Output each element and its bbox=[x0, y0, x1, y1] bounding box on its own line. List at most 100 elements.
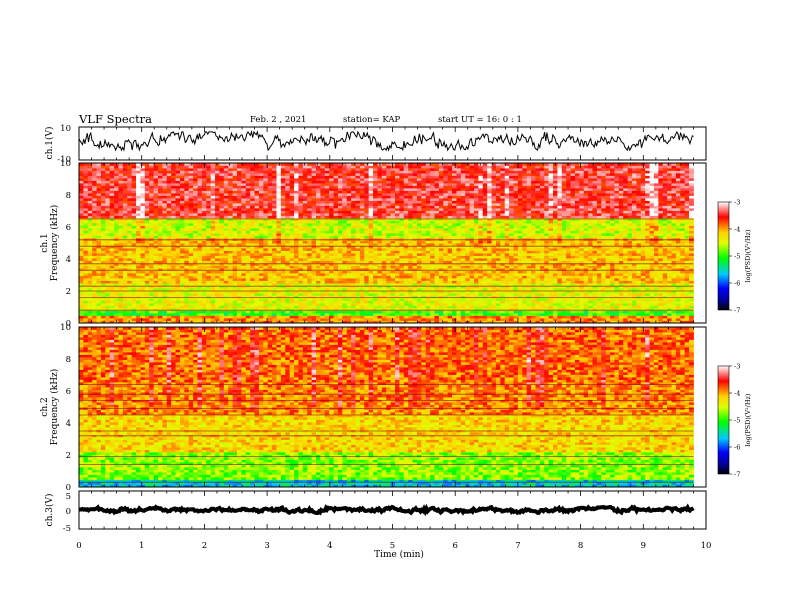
spectrogram-cell bbox=[329, 318, 334, 321]
spectrogram-cell bbox=[408, 233, 413, 236]
spectrogram-cell bbox=[144, 280, 150, 284]
spectrogram-cell bbox=[381, 223, 387, 226]
spectrogram-cell bbox=[289, 180, 295, 184]
spectrogram-cell bbox=[105, 203, 111, 206]
spectrogram-cell bbox=[316, 248, 321, 251]
spectrogram-cell bbox=[302, 308, 308, 311]
spectrogram-cell bbox=[219, 300, 225, 304]
spectrogram-cell bbox=[342, 288, 348, 291]
spectrogram-cell bbox=[316, 283, 321, 286]
spectrogram-cell bbox=[337, 203, 343, 206]
spectrogram-cell bbox=[127, 198, 133, 201]
spectrogram-cell bbox=[166, 255, 172, 259]
spectrogram-cell bbox=[386, 233, 392, 236]
spectrogram-cell bbox=[100, 310, 106, 314]
spectrogram-cell bbox=[298, 168, 304, 171]
spectrogram-cell bbox=[122, 208, 128, 211]
spectrogram-cell bbox=[346, 320, 352, 324]
spectrogram-cell bbox=[320, 178, 326, 181]
spectrogram-cell bbox=[166, 225, 172, 229]
spectrogram-cell bbox=[179, 270, 185, 274]
spectrogram-cell bbox=[346, 208, 352, 211]
spectrogram-cell bbox=[311, 223, 317, 226]
spectrogram-cell bbox=[307, 168, 313, 171]
spectrogram-cell bbox=[298, 225, 304, 229]
spectrogram-cell bbox=[100, 265, 106, 269]
spectrogram-cell bbox=[122, 318, 128, 321]
spectrogram-cell bbox=[390, 305, 396, 309]
spectrogram-cell bbox=[399, 168, 405, 171]
spectrogram-cell bbox=[399, 303, 405, 306]
spectrogram-cell bbox=[263, 178, 269, 181]
spectrogram-cell bbox=[179, 203, 185, 206]
spectrogram-cell bbox=[302, 300, 308, 304]
spectrogram-cell bbox=[184, 203, 190, 206]
spectrogram-cell bbox=[184, 295, 190, 299]
spectrogram-cell bbox=[280, 260, 286, 264]
spectrogram-cell bbox=[285, 303, 291, 306]
spectrogram-cell bbox=[346, 233, 352, 236]
spectrogram-cell bbox=[377, 210, 383, 214]
spectrogram-cell bbox=[285, 168, 291, 171]
spectrogram-cell bbox=[210, 208, 216, 211]
spectrogram-cell bbox=[140, 300, 146, 304]
spectrogram-cell bbox=[267, 288, 273, 291]
spectrogram-cell bbox=[237, 275, 242, 279]
spectrogram-cell bbox=[215, 195, 220, 199]
spectrogram-cell bbox=[153, 265, 159, 269]
spectrogram-cell bbox=[232, 198, 238, 201]
spectrogram-cell bbox=[364, 288, 370, 291]
spectrogram-cell bbox=[197, 180, 203, 184]
spectrogram-cell bbox=[399, 173, 405, 176]
spectrogram-cell bbox=[87, 245, 93, 249]
spectrogram-cell bbox=[197, 308, 203, 311]
spectrogram-cell bbox=[136, 213, 141, 216]
spectrogram-cell bbox=[149, 275, 155, 279]
spectrogram-cell bbox=[399, 200, 405, 204]
spectrogram-cell bbox=[158, 183, 163, 186]
spectrogram-cell bbox=[184, 235, 190, 239]
spectrogram-cell bbox=[210, 168, 216, 171]
spectrogram-cell bbox=[359, 283, 365, 286]
spectrogram-cell bbox=[294, 220, 299, 224]
spectrogram-cell bbox=[329, 290, 334, 294]
spectrogram-cell bbox=[201, 258, 207, 261]
spectrogram-cell bbox=[368, 263, 374, 266]
spectrogram-cell bbox=[228, 228, 234, 231]
spectrogram-cell bbox=[258, 315, 264, 319]
spectrogram-cell bbox=[100, 260, 106, 264]
spectrogram-cell bbox=[241, 278, 247, 281]
spectrogram-cell bbox=[377, 215, 383, 219]
spectrogram-cell bbox=[337, 263, 343, 266]
spectrogram-cell bbox=[333, 170, 339, 174]
spectrogram-cell bbox=[280, 315, 286, 319]
spectrogram-cell bbox=[324, 168, 330, 171]
spectrogram-cell bbox=[373, 260, 378, 264]
spectrogram-cell bbox=[254, 218, 260, 221]
spectrogram-cell bbox=[403, 313, 409, 316]
spectrogram-cell bbox=[254, 310, 260, 314]
spectrogram-cell bbox=[245, 258, 251, 261]
spectrogram-cell bbox=[316, 170, 321, 174]
spectrogram-cell bbox=[294, 248, 299, 251]
spectrogram-cell bbox=[131, 208, 137, 211]
spectrogram-cell bbox=[324, 273, 330, 276]
spectrogram-cell bbox=[412, 275, 418, 279]
spectrogram-cell bbox=[188, 178, 194, 181]
spectrogram-cell bbox=[373, 175, 378, 179]
spectrogram-cell bbox=[127, 313, 133, 316]
spectrogram-cell bbox=[285, 188, 291, 191]
spectrogram-cell bbox=[302, 175, 308, 179]
spectrogram-cell bbox=[179, 265, 185, 269]
spectrogram-cell bbox=[359, 228, 365, 231]
spectrogram-cell bbox=[258, 213, 264, 216]
spectrogram-cell bbox=[386, 280, 392, 284]
spectrogram-cell bbox=[311, 320, 317, 324]
spectrogram-cell bbox=[79, 163, 84, 166]
spectrogram-cell bbox=[219, 288, 225, 291]
spectrogram-cell bbox=[184, 183, 190, 186]
spectrogram-cell bbox=[241, 313, 247, 316]
spectrogram-cell bbox=[311, 265, 317, 269]
spectrogram-cell bbox=[373, 290, 378, 294]
spectrogram-cell bbox=[359, 188, 365, 191]
